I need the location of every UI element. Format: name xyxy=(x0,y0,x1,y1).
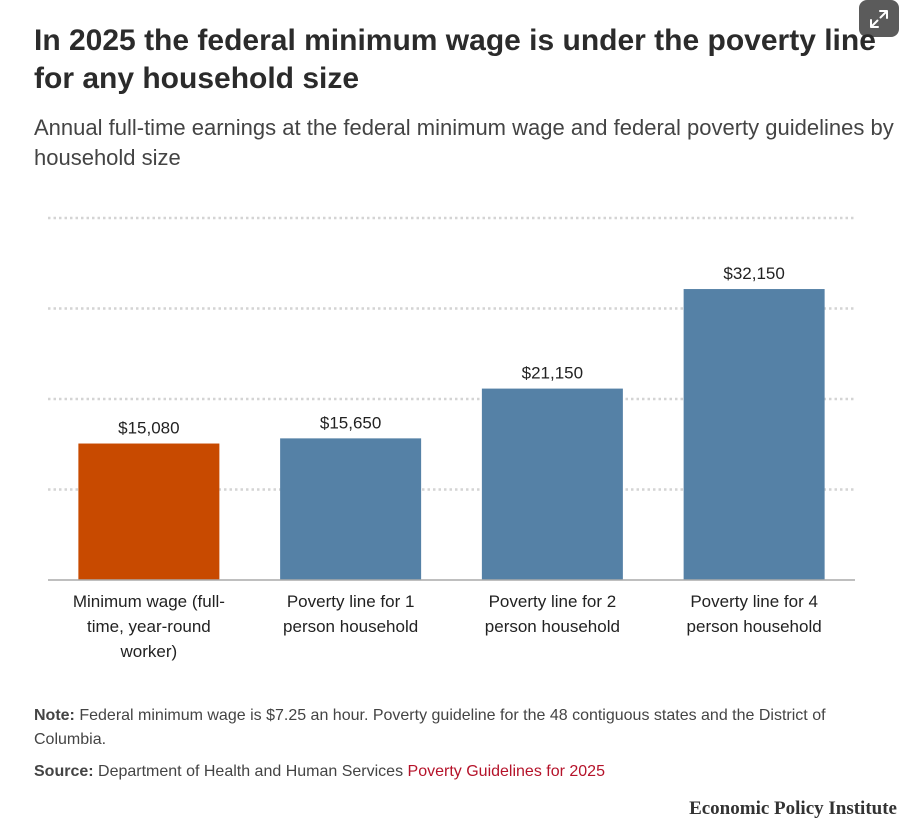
note-text: Federal minimum wage is $7.25 an hour. P… xyxy=(34,707,826,748)
bar-4 xyxy=(683,289,825,580)
data-label-1: $15,080 xyxy=(118,419,179,438)
bar-1 xyxy=(78,443,220,580)
bar-chart: $15,080 $15,650 $21,150 $32,150 xyxy=(48,216,855,581)
data-label-2: $15,650 xyxy=(320,413,381,432)
data-label-3: $21,150 xyxy=(522,364,583,383)
chart-note: Note: Federal minimum wage is $7.25 an h… xyxy=(34,704,894,752)
expand-icon xyxy=(870,9,888,28)
chart-title: In 2025 the federal minimum wage is unde… xyxy=(34,24,876,95)
category-label-3: Poverty line for 2 person household xyxy=(484,592,620,636)
category-label-4: Poverty line for 4 person household xyxy=(686,592,822,636)
source-label: Source: xyxy=(34,763,94,780)
bar-2 xyxy=(280,438,422,580)
brand-logo: Economic Policy Institute xyxy=(689,798,897,819)
category-label-2: Poverty line for 1 person household xyxy=(283,592,419,636)
source-link[interactable]: Poverty Guidelines for 2025 xyxy=(407,763,605,780)
chart-subtitle: Annual full-time earnings at the federal… xyxy=(34,115,894,170)
category-label-1: Minimum wage (full-time, year-round worke… xyxy=(72,592,225,661)
bar-3 xyxy=(481,388,623,580)
expand-button[interactable] xyxy=(859,0,899,37)
note-label: Note: xyxy=(34,707,75,724)
source-text: Department of Health and Human Services xyxy=(98,763,404,780)
data-label-4: $32,150 xyxy=(723,264,784,283)
chart-source: Source: Department of Health and Human S… xyxy=(34,760,894,784)
